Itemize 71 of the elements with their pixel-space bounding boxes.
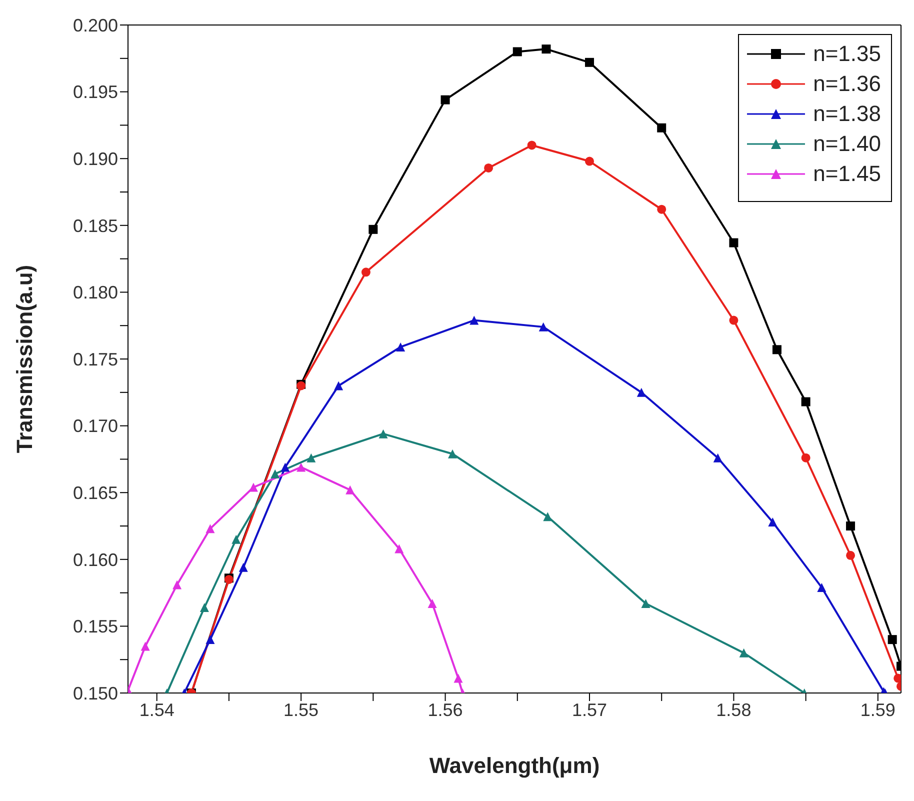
point	[772, 345, 782, 354]
point	[846, 550, 856, 560]
y-tick-label: 0.175	[72, 349, 118, 370]
x-axis-title: Wavelength(μm)	[429, 753, 600, 778]
point	[361, 268, 370, 277]
point	[713, 453, 722, 462]
point	[527, 140, 536, 150]
y-tick-label: 0.190	[72, 148, 118, 169]
y-tick-label: 0.185	[72, 216, 118, 236]
point	[584, 58, 594, 67]
y-axis-title: Transmission(a.u)	[12, 264, 37, 454]
point	[396, 342, 406, 352]
point	[206, 635, 215, 644]
point	[657, 204, 666, 214]
y-tick-label: 0.150	[72, 683, 118, 704]
point	[739, 648, 748, 658]
point	[200, 602, 209, 612]
point	[270, 469, 280, 478]
legend-label: n=1.35	[813, 41, 881, 67]
point	[140, 642, 150, 651]
point	[817, 582, 826, 592]
point	[454, 674, 463, 683]
legend-label: n=1.38	[813, 101, 881, 127]
y-tick-label: 0.160	[72, 550, 118, 570]
point	[768, 517, 778, 526]
point	[657, 123, 666, 132]
legend-label: n=1.40	[813, 131, 881, 157]
point	[538, 322, 548, 332]
point	[206, 524, 215, 534]
point	[232, 534, 241, 544]
y-tick-label: 0.170	[72, 416, 118, 436]
point	[428, 598, 437, 608]
x-tick-label: 1.59	[860, 700, 896, 720]
point	[448, 449, 457, 458]
point	[334, 381, 344, 390]
x-tick-label: 1.58	[716, 700, 752, 720]
point	[801, 397, 810, 406]
point	[306, 453, 316, 462]
point	[846, 522, 856, 530]
y-tick-label: 0.155	[72, 616, 118, 637]
point	[729, 238, 738, 248]
point	[470, 316, 479, 325]
legend-label: n=1.36	[813, 71, 881, 97]
point	[512, 47, 522, 56]
point	[641, 598, 650, 608]
y-tick-label: 0.200	[72, 15, 118, 36]
legend-label: n=1.45	[813, 161, 881, 187]
point	[636, 388, 646, 397]
point	[172, 580, 182, 590]
point	[542, 44, 551, 54]
x-tick-label: 1.54	[139, 700, 174, 720]
y-tick-label: 0.165	[72, 482, 118, 503]
x-tick-label: 1.56	[428, 700, 463, 720]
y-tick-label: 0.180	[72, 282, 118, 303]
point	[888, 635, 897, 644]
point	[543, 512, 552, 522]
point	[346, 485, 355, 494]
point	[238, 562, 248, 572]
y-tick-label: 0.195	[72, 82, 118, 102]
point	[584, 156, 594, 166]
point	[394, 544, 404, 554]
x-tick-label: 1.55	[284, 700, 319, 720]
point	[484, 163, 494, 172]
point	[729, 316, 738, 325]
x-tick-label: 1.57	[572, 700, 608, 720]
point	[296, 462, 306, 472]
point	[368, 224, 378, 234]
point	[280, 462, 290, 472]
point	[801, 453, 810, 462]
point	[378, 429, 388, 438]
point	[440, 95, 450, 104]
